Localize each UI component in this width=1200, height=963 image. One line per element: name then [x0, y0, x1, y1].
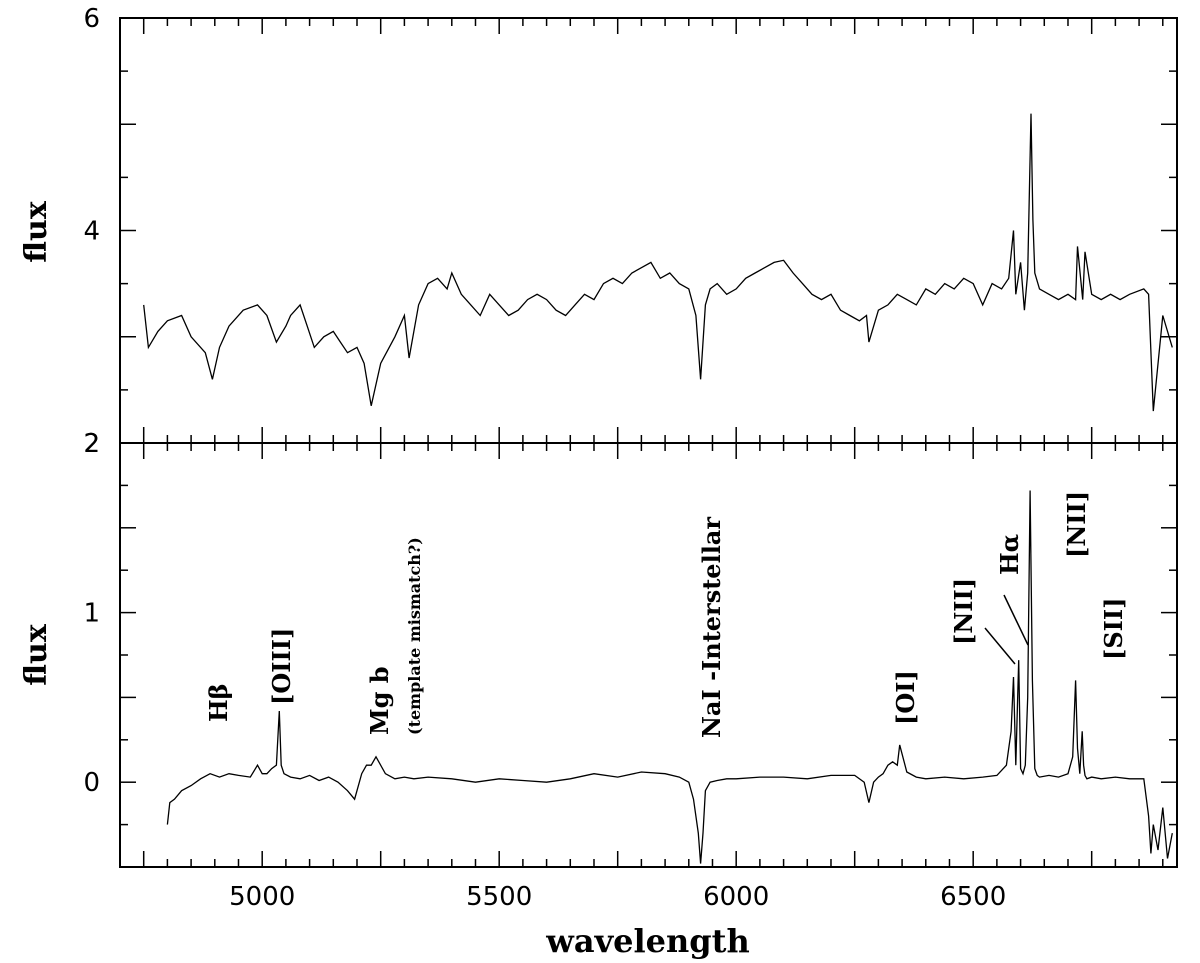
annotation-oi: [OI]	[891, 670, 920, 725]
annotation-nii-left: [NII]	[949, 578, 978, 645]
top-ylabel: flux	[19, 200, 54, 263]
y-tick-label: 2	[83, 429, 100, 459]
x-tick-label: 5000	[229, 882, 295, 912]
spectrum-line-1-0	[166, 490, 1173, 864]
y-tick-label: 1	[83, 599, 100, 629]
spectrum-line-0-0	[143, 113, 1173, 412]
annotation-oiii: [OIII]	[267, 628, 296, 705]
y-tick-label: 6	[83, 4, 100, 34]
annotation-mgb: Mg b	[365, 667, 394, 735]
top-panel: 2 4 6	[83, 4, 1178, 459]
annotation-hbeta: Hβ	[204, 683, 233, 722]
x-tick-label: 6500	[940, 882, 1006, 912]
plot-frame-0	[119, 17, 1178, 444]
annotation-sii: [SII]	[1099, 598, 1128, 661]
y-tick-label: 2	[83, 429, 100, 459]
y-tick-label: 0	[83, 768, 100, 798]
x-tick-label: 6000	[703, 882, 769, 912]
y-tick-label: 4	[83, 217, 100, 247]
pointer-line-nii	[984, 627, 1016, 665]
annotation-template-mismatch: (template mismatch?)	[405, 537, 424, 735]
annotation-halpha: Hα	[995, 534, 1024, 575]
annotation-nii-right: [NII]	[1062, 491, 1091, 558]
bottom-panel: 0 1 2 5000 5500 6000 6500	[83, 429, 1178, 912]
bottom-ylabel: flux	[19, 623, 54, 686]
pointer-line-halpha	[1003, 594, 1029, 646]
annotation-nai-interstellar: NaI -Interstellar	[697, 517, 726, 738]
x-tick-label: 5500	[466, 882, 532, 912]
bottom-xlabel: wavelength	[545, 922, 749, 960]
